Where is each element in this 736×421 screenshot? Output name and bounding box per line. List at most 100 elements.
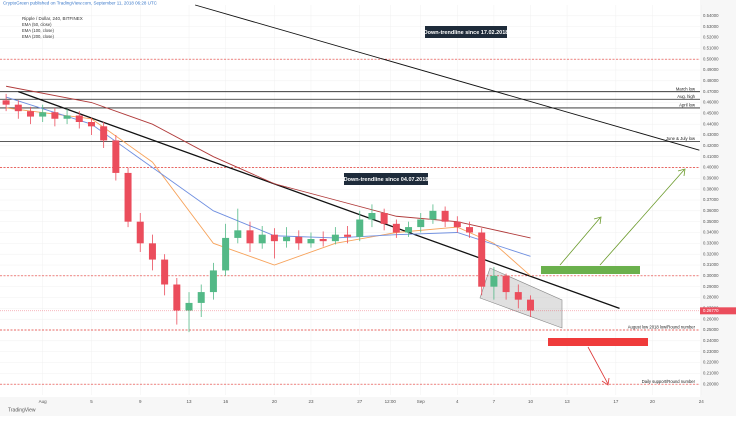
candle-body bbox=[234, 230, 242, 238]
x-tick-label: 9 bbox=[139, 399, 142, 404]
level-label: March low bbox=[676, 86, 696, 91]
x-tick-label: Sep bbox=[417, 399, 426, 404]
y-tick-label: 0.34000 bbox=[703, 230, 719, 235]
x-tick-label: 17 bbox=[613, 399, 619, 404]
header: CryptoGreen published on TradingView.com… bbox=[3, 1, 158, 6]
ema-line bbox=[6, 107, 531, 277]
candle-body bbox=[185, 302, 193, 311]
legend-entry: EMA (50, close) bbox=[22, 22, 52, 27]
candle-body bbox=[429, 210, 437, 220]
level-label: Aug. high bbox=[677, 94, 695, 99]
y-tick-label: 0.22000 bbox=[703, 360, 719, 365]
candle-body bbox=[51, 112, 59, 119]
y-tick-label: 0.40000 bbox=[703, 165, 719, 170]
x-tick-label: 10 bbox=[528, 399, 534, 404]
candle-body bbox=[246, 230, 254, 244]
y-tick-label: 0.47000 bbox=[703, 89, 719, 94]
candle-body bbox=[136, 221, 144, 244]
y-tick-label: 0.24000 bbox=[703, 338, 719, 343]
y-tick-label: 0.52000 bbox=[703, 35, 719, 40]
candle-body bbox=[197, 292, 205, 303]
candle-body bbox=[502, 275, 510, 293]
candle-body bbox=[161, 259, 169, 285]
candle-body bbox=[344, 234, 352, 237]
candle-body bbox=[209, 270, 217, 293]
candle-body bbox=[331, 234, 339, 242]
chart-title: Ripple / Dollar, 240, BITFINEX bbox=[22, 16, 83, 21]
x-tick-label: 20 bbox=[650, 399, 656, 404]
y-tick-label: 0.51000 bbox=[703, 45, 719, 50]
legend-entry: EMA (100, close) bbox=[22, 28, 54, 33]
y-tick-label: 0.38000 bbox=[703, 186, 719, 191]
level-label: April low bbox=[679, 103, 696, 108]
y-tick-label: 0.48000 bbox=[703, 78, 719, 83]
candle-body bbox=[417, 219, 425, 228]
x-tick-label: 13 bbox=[565, 399, 571, 404]
y-tick-label: 0.42000 bbox=[703, 143, 719, 148]
candle-body bbox=[2, 100, 10, 105]
candle-body bbox=[295, 236, 303, 244]
y-tick-label: 0.26000 bbox=[703, 316, 719, 321]
candle-body bbox=[319, 239, 327, 242]
y-tick-label: 0.29000 bbox=[703, 284, 719, 289]
y-tick-label: 0.35000 bbox=[703, 219, 719, 224]
candle-body bbox=[26, 111, 34, 117]
x-tick-label: 24 bbox=[699, 399, 705, 404]
y-tick-label: 0.31000 bbox=[703, 262, 719, 267]
candle-body bbox=[514, 292, 522, 300]
candle-body bbox=[356, 219, 364, 237]
x-tick-label: 20 bbox=[272, 399, 278, 404]
candle-body bbox=[14, 104, 22, 112]
ema-line bbox=[6, 85, 531, 239]
candle-body bbox=[490, 275, 498, 287]
x-tick-label: 12:00 bbox=[385, 399, 397, 404]
candle-body bbox=[100, 126, 108, 141]
trendline bbox=[194, 4, 700, 151]
candle-body bbox=[148, 243, 156, 260]
candle-body bbox=[453, 221, 461, 228]
x-tick-label: 13 bbox=[187, 399, 193, 404]
candle-body bbox=[392, 223, 400, 233]
annotation-box bbox=[344, 173, 428, 185]
y-tick-label: 0.36000 bbox=[703, 208, 719, 213]
level-label: Daily support/Round number bbox=[642, 379, 696, 384]
level-label: August low 2018 low/Round number bbox=[628, 325, 696, 330]
last-price-tag bbox=[700, 307, 736, 315]
trendline bbox=[18, 91, 620, 309]
candle-body bbox=[478, 232, 486, 287]
y-tick-label: 0.39000 bbox=[703, 175, 719, 180]
y-tick-label: 0.28000 bbox=[703, 295, 719, 300]
last-price-label: 0.26770 bbox=[703, 308, 719, 313]
annotation: Down-trendline since 04.07.2018 bbox=[344, 177, 429, 183]
y-tick-label: 0.23000 bbox=[703, 349, 719, 354]
annotation-box bbox=[425, 26, 507, 38]
y-tick-label: 0.44000 bbox=[703, 121, 719, 126]
legend-entry: EMA (200, close) bbox=[22, 34, 54, 39]
x-tick-label: 16 bbox=[223, 399, 229, 404]
x-tick-label: 4 bbox=[456, 399, 459, 404]
y-tick-label: 0.41000 bbox=[703, 154, 719, 159]
candle-body bbox=[307, 239, 315, 244]
y-tick-label: 0.21000 bbox=[703, 370, 719, 375]
down-arrow bbox=[587, 346, 610, 386]
candle-body bbox=[466, 227, 474, 233]
annotation: Down-trendline since 17.02.2018 bbox=[424, 30, 509, 36]
candle-body bbox=[63, 115, 71, 119]
x-tick-label: 5 bbox=[90, 399, 93, 404]
candle-body bbox=[173, 284, 181, 311]
candle-body bbox=[75, 115, 83, 122]
candle-body bbox=[39, 112, 47, 117]
candle-body bbox=[405, 227, 413, 233]
up-arrows bbox=[559, 168, 686, 266]
y-tick-label: 0.45000 bbox=[703, 110, 719, 115]
candle-body bbox=[87, 122, 95, 127]
candle-body bbox=[222, 237, 230, 271]
support-zone bbox=[548, 338, 648, 346]
candle-body bbox=[283, 236, 291, 242]
candle-body bbox=[441, 210, 449, 222]
y-tick-label: 0.49000 bbox=[703, 67, 719, 72]
candle-body bbox=[112, 140, 120, 173]
level-label: June & July low bbox=[666, 136, 696, 141]
y-tick-label: 0.32000 bbox=[703, 251, 719, 256]
